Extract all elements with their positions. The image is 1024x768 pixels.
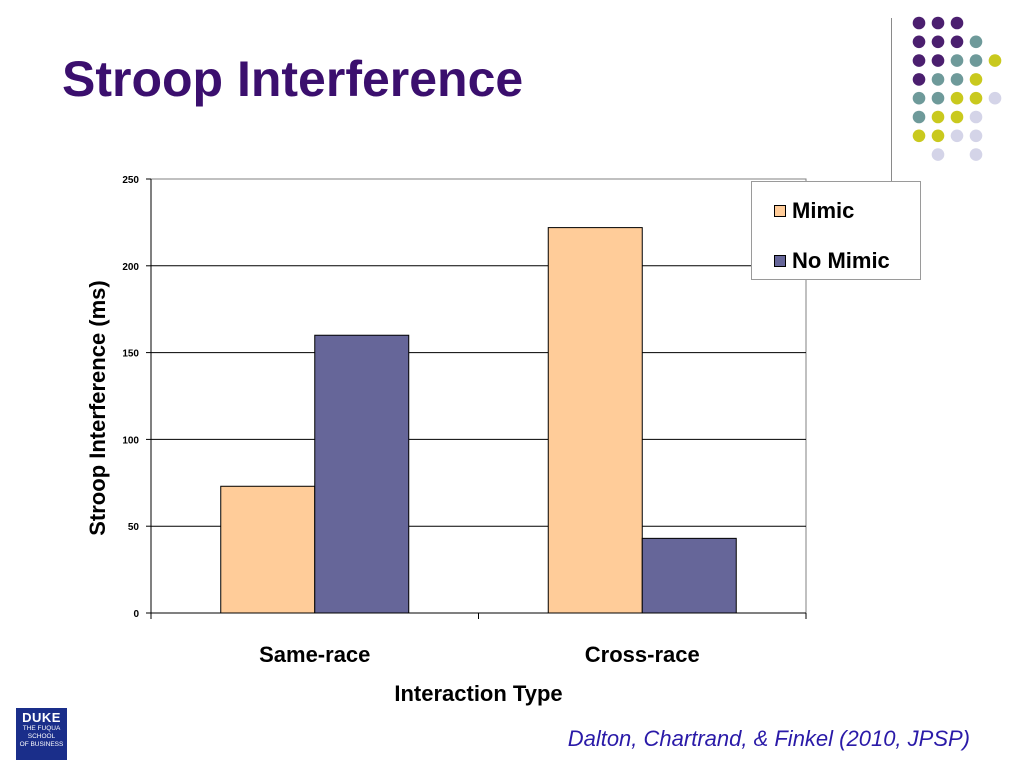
legend-label-mimic: Mimic — [792, 198, 855, 223]
decor-dot — [931, 129, 945, 143]
decor-dot — [931, 91, 945, 105]
decor-dot — [931, 16, 945, 30]
bar-no-mimic — [641, 537, 737, 614]
logo-main-text: DUKE — [22, 710, 61, 725]
decor-dot — [931, 110, 945, 124]
decor-dot — [912, 54, 926, 67]
decor-dot — [950, 129, 964, 143]
decor-dot — [912, 16, 926, 30]
decor-dot — [931, 148, 945, 161]
y-tick-label: 100 — [122, 435, 139, 446]
decor-dot — [912, 129, 926, 143]
decor-dot — [950, 91, 964, 105]
duke-fuqua-logo: DUKE THE FUQUA SCHOOL OF BUSINESS — [16, 708, 67, 760]
x-axis-label: Interaction Type — [394, 681, 562, 706]
decor-dot — [988, 91, 1002, 105]
legend-item-mimic: Mimic — [774, 198, 854, 224]
chart-legend: Mimic No Mimic — [751, 181, 921, 280]
logo-line: THE FUQUA — [22, 725, 61, 732]
y-tick-label: 0 — [133, 609, 139, 620]
legend-label-no-mimic: No Mimic — [792, 248, 890, 273]
legend-item-no-mimic: No Mimic — [774, 248, 890, 274]
decor-dot — [950, 54, 964, 67]
slide-title: Stroop Interference — [62, 51, 524, 107]
y-tick-label: 150 — [122, 349, 139, 360]
decor-dot — [912, 110, 926, 124]
bar-mimic — [220, 485, 316, 614]
decor-dot — [912, 73, 926, 86]
decor-dot — [969, 35, 983, 49]
decor-dot — [969, 110, 983, 124]
decorative-divider-line — [891, 18, 892, 186]
decorative-dot-grid — [912, 16, 1002, 161]
decor-dot — [950, 35, 964, 49]
bar-no-mimic — [314, 334, 410, 614]
y-tick-label: 250 — [122, 175, 139, 186]
logo-line: OF BUSINESS — [19, 741, 64, 748]
decor-dot — [988, 54, 1002, 67]
decor-dot — [931, 73, 945, 86]
decor-dot — [969, 54, 983, 67]
decor-dot — [912, 91, 926, 105]
logo-line: SCHOOL — [27, 733, 56, 740]
y-axis-label: Stroop Interference (ms) — [85, 280, 110, 536]
citation: Dalton, Chartrand, & Finkel (2010, JPSP) — [567, 726, 970, 751]
decor-dot — [931, 54, 945, 67]
decor-dot — [950, 16, 964, 30]
decor-dot — [969, 91, 983, 105]
legend-swatch-mimic — [774, 205, 786, 217]
y-tick-label: 200 — [122, 262, 139, 273]
decor-dot — [950, 110, 964, 124]
decor-dot — [950, 73, 964, 86]
x-category-label: Cross-race — [585, 642, 700, 667]
decor-dot — [912, 35, 926, 49]
decor-dot — [931, 35, 945, 49]
decor-dot — [969, 129, 983, 143]
decor-dot — [969, 73, 983, 86]
y-tick-label: 50 — [128, 522, 140, 533]
x-category-label: Same-race — [259, 642, 370, 667]
bar-mimic — [547, 227, 643, 614]
decor-dot — [969, 148, 983, 161]
legend-swatch-no-mimic — [774, 255, 786, 267]
